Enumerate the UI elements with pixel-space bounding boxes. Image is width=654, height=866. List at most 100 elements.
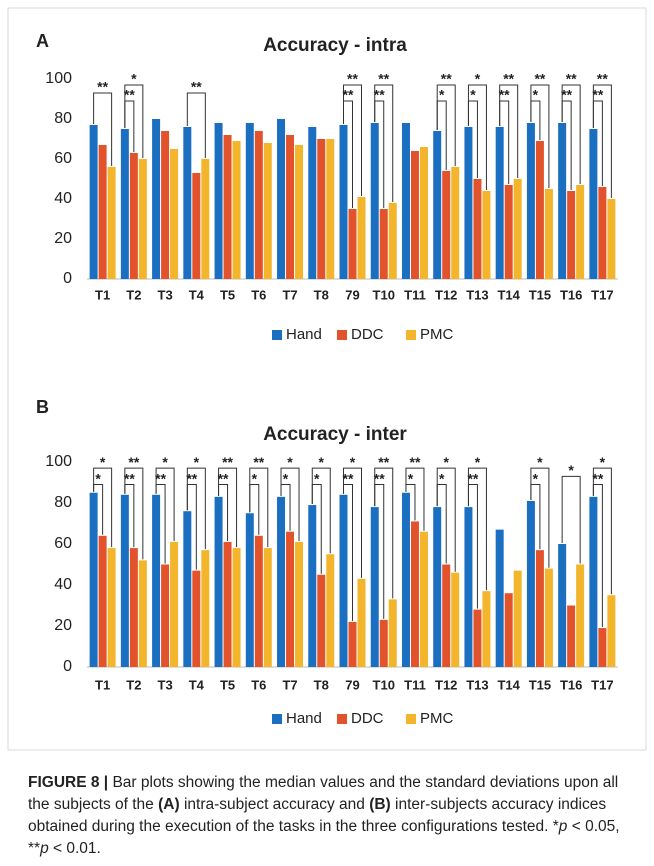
significance-bracket — [436, 100, 447, 170]
x-tick-label: T10 — [373, 287, 395, 302]
significance-label: ** — [97, 79, 108, 95]
significance-label: ** — [347, 71, 358, 87]
bar — [98, 535, 107, 667]
caption-text: (A) — [158, 796, 180, 813]
bar — [348, 621, 357, 667]
bar — [286, 531, 295, 667]
caption-text: p — [558, 818, 568, 835]
bar — [576, 564, 585, 667]
significance-label: * — [533, 470, 539, 486]
x-tick-label: T4 — [189, 677, 205, 692]
legend-label: DDC — [351, 326, 384, 343]
significance-bracket — [93, 484, 104, 535]
bar — [607, 595, 616, 667]
significance-label: ** — [534, 71, 545, 87]
significance-bracket — [311, 484, 322, 574]
bar — [535, 550, 544, 667]
significance-bracket — [592, 100, 603, 186]
x-tick-label: T3 — [158, 677, 173, 692]
bar — [442, 564, 451, 667]
bar — [120, 129, 129, 279]
caption: FIGURE 8 | Bar plots showing the median … — [28, 772, 634, 860]
significance-label: * — [533, 87, 539, 103]
bar — [401, 123, 410, 279]
x-tick-label: T2 — [126, 287, 141, 302]
bar — [504, 593, 513, 667]
x-tick-label: T4 — [189, 287, 205, 302]
bar — [170, 149, 179, 279]
x-tick-label: T8 — [314, 287, 329, 302]
y-tick-label: 0 — [63, 658, 72, 675]
chart-title: Accuracy - inter — [263, 424, 407, 445]
significance-bracket — [186, 484, 197, 570]
bar — [317, 574, 326, 667]
caption-text: inter-subjects accuracy indices obtained… — [28, 796, 607, 835]
bar — [339, 494, 348, 667]
y-tick-label: 0 — [63, 270, 72, 287]
x-tick-label: T6 — [251, 287, 266, 302]
bar — [451, 572, 460, 667]
significance-label: * — [319, 454, 325, 470]
bar — [433, 131, 442, 279]
bar — [223, 541, 232, 667]
bar — [357, 578, 366, 667]
significance-bracket — [436, 484, 447, 564]
legend-label: Hand — [286, 326, 322, 343]
significance-bracket — [499, 100, 510, 184]
x-tick-label: T7 — [282, 287, 297, 302]
x-tick-label: T10 — [373, 677, 395, 692]
x-tick-label: T13 — [466, 287, 488, 302]
bar — [317, 139, 326, 279]
bar — [129, 153, 138, 279]
significance-label: ** — [218, 470, 229, 486]
bar — [526, 123, 535, 279]
bar — [138, 159, 147, 279]
significance-label: ** — [124, 87, 135, 103]
y-tick-label: 20 — [54, 230, 72, 247]
x-tick-label: T14 — [497, 677, 520, 692]
bar — [295, 145, 304, 279]
significance-label: * — [439, 87, 445, 103]
bar — [495, 127, 504, 279]
significance-bracket — [467, 484, 478, 609]
significance-label: * — [408, 470, 414, 486]
bar — [567, 191, 576, 279]
panel-label: A — [36, 31, 49, 51]
bar — [544, 189, 553, 279]
y-tick-label: 80 — [54, 494, 72, 511]
bar — [107, 167, 116, 279]
figure: A Accuracy - intra020406080100T1**T2***T3… — [7, 7, 647, 751]
bar — [388, 599, 397, 667]
x-tick-label: T15 — [529, 677, 551, 692]
significance-bracket — [405, 484, 416, 521]
legend-swatch — [406, 714, 416, 724]
y-tick-label: 100 — [45, 453, 72, 470]
x-tick-label: T12 — [435, 677, 457, 692]
bar — [214, 123, 223, 279]
bar — [442, 171, 451, 279]
bar — [598, 187, 607, 279]
significance-label: * — [568, 462, 574, 478]
significance-label: ** — [441, 71, 452, 87]
significance-bracket — [280, 484, 291, 531]
x-tick-label: T17 — [591, 287, 613, 302]
bar — [170, 541, 179, 667]
bar — [326, 554, 335, 667]
bar — [277, 119, 286, 279]
significance-bracket — [218, 467, 238, 548]
bar — [589, 496, 598, 667]
bar — [513, 179, 522, 279]
x-tick-label: T11 — [404, 287, 426, 302]
x-tick-label: T12 — [435, 287, 457, 302]
significance-label: * — [252, 470, 258, 486]
bar — [464, 127, 473, 279]
x-tick-label: T6 — [251, 677, 266, 692]
bar — [513, 570, 522, 667]
legend-swatch — [272, 714, 282, 724]
significance-label: ** — [467, 470, 478, 486]
significance-bracket — [218, 484, 229, 541]
bar — [120, 494, 129, 667]
bar — [214, 496, 223, 667]
significance-label: ** — [374, 87, 385, 103]
legend-swatch — [406, 330, 416, 340]
